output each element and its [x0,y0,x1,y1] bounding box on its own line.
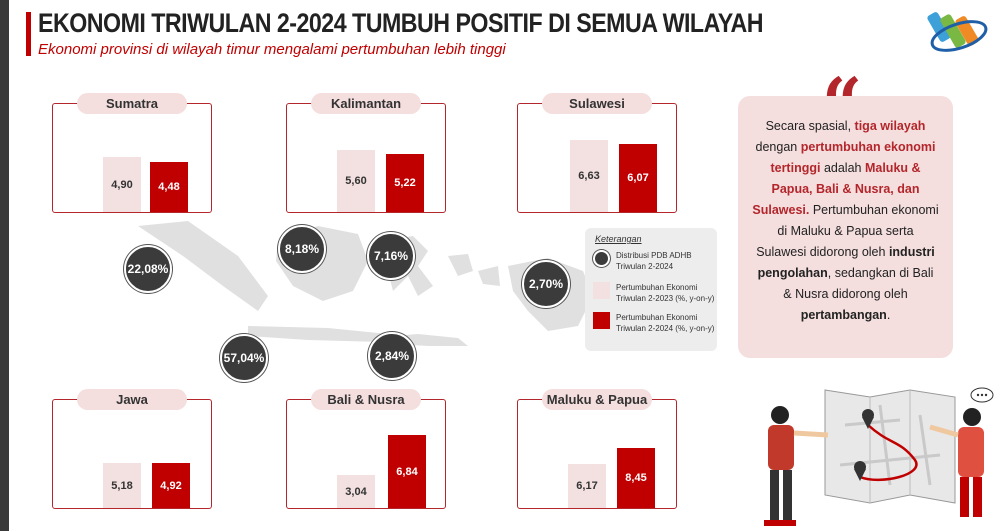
title-accent-bar [26,12,31,56]
pdb-bubble-bali-nusra: 2,84% [368,332,416,380]
pdb-bubble-maluku-papua: 2,70% [522,260,570,308]
region-label-bali-nusra: Bali & Nusra [311,389,421,410]
region-label-maluku-papua: Maluku & Papua [542,389,652,410]
legend-item-pdb: Distribusi PDB ADHB Triwulan 2-2024 [593,250,717,272]
bar-2023-sumatra: 4,90 [103,157,141,212]
region-label-sulawesi: Sulawesi [542,93,652,114]
map-people-illustration [764,387,994,526]
region-label-sumatra: Sumatra [77,93,187,114]
bar-2023-bali-nusra: 3,04 [337,475,375,508]
bar-2023-kalimantan: 5,60 [337,150,375,212]
legend-swatch-pdb [593,250,610,267]
region-card-sumatra: Sumatra 4,90 4,48 [52,93,212,213]
bar-2024-sulawesi: 6,07 [619,144,657,212]
info-box: Secara spasial, tiga wilayah dengan pert… [738,96,953,358]
bar-2024-bali-nusra: 6,84 [388,435,426,508]
pdb-bubble-sumatra: 22,08% [124,245,172,293]
pdb-bubble-jawa: 57,04% [220,334,268,382]
region-card-sulawesi: Sulawesi 6,63 6,07 [517,93,677,213]
bps-logo-icon [927,12,988,52]
legend-item-2024: Pertumbuhan Ekonomi Triwulan 2-2024 (%, … [593,312,717,334]
region-card-jawa: Jawa 5,18 4,92 [52,389,212,509]
info-text-2: dengan [755,140,798,154]
info-text-1: Secara spasial, [765,119,852,133]
legend-item-2023: Pertumbuhan Ekonomi Triwulan 2-2023 (%, … [593,282,717,304]
info-keyword-pertambangan: pertambangan [800,308,887,322]
region-card-bali-nusra: Bali & Nusra 3,04 6,84 [286,389,446,509]
info-text-3: adalah [823,161,862,175]
bar-2024-jawa: 4,92 [152,463,190,508]
region-label-jawa: Jawa [77,389,187,410]
bar-2024-kalimantan: 5,22 [386,154,424,212]
pdb-bubble-sulawesi: 7,16% [367,232,415,280]
bar-2024-maluku-papua: 8,45 [617,448,655,508]
legend-text-2023: Pertumbuhan Ekonomi Triwulan 2-2023 (%, … [616,283,715,303]
legend-text-2024: Pertumbuhan Ekonomi Triwulan 2-2024 (%, … [616,313,715,333]
page-subtitle: Ekonomi provinsi di wilayah timur mengal… [38,41,506,58]
info-text-4: Pertumbuhan ekonomi di Maluku & Papua se… [756,203,939,259]
bar-2024-sumatra: 4,48 [150,162,188,212]
legend-swatch-2023 [593,282,610,299]
info-highlight-regions: Maluku & Papua, Bali & Nusra, dan Sulawe… [752,161,921,217]
bar-2023-sulawesi: 6,63 [570,140,608,212]
bar-2023-jawa: 5,18 [103,463,141,508]
pdb-bubble-kalimantan: 8,18% [278,225,326,273]
info-highlight-tiga-wilayah: tiga wilayah [854,119,926,133]
legend-title: Keterangan [595,234,642,244]
bar-2023-maluku-papua: 6,17 [568,464,606,508]
page-title: EKONOMI TRIWULAN 2-2024 TUMBUH POSITIF D… [38,8,764,38]
legend: Keterangan Distribusi PDB ADHB Triwulan … [585,228,717,351]
region-card-kalimantan: Kalimantan 5,60 5,22 [286,93,446,213]
info-text-6: . [886,308,891,322]
legend-text-pdb: Distribusi PDB ADHB Triwulan 2-2024 [616,251,692,271]
left-edge-strip [0,0,9,531]
region-label-kalimantan: Kalimantan [311,93,421,114]
info-keyword-industri: industri pengolahan [757,245,935,280]
info-text-5: , sedangkan di Bali & Nusra didorong ole… [783,266,934,301]
info-highlight-pertumbuhan: pertumbuhan ekonomi tertinggi [770,140,936,175]
region-card-maluku-papua: Maluku & Papua 6,17 8,45 [517,389,677,509]
legend-swatch-2024 [593,312,610,329]
